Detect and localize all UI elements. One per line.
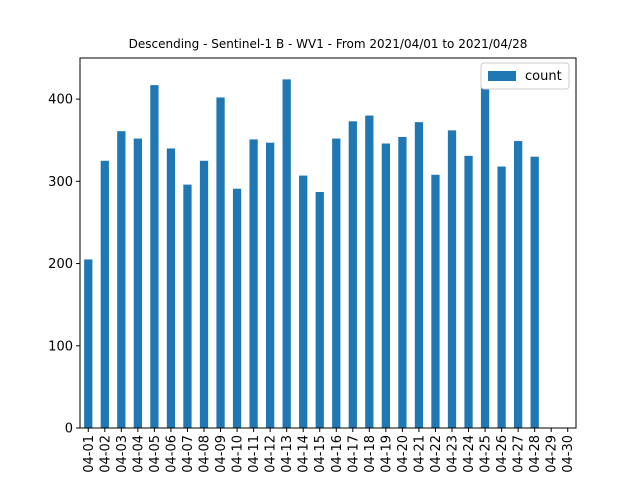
bar-04-22	[431, 174, 440, 428]
legend-swatch	[488, 71, 516, 81]
x-tick-label: 04-11	[247, 435, 262, 473]
y-tick-label: 400	[48, 93, 73, 108]
x-tick-label: 04-13	[280, 435, 295, 473]
bar-04-14	[299, 175, 308, 428]
x-tick-label: 04-25	[479, 435, 494, 473]
bar-04-23	[447, 130, 457, 429]
bar-04-08	[199, 160, 209, 428]
x-tick-label: 04-14	[297, 435, 312, 473]
y-tick-label: 200	[48, 257, 73, 272]
bar-04-10	[232, 188, 242, 428]
x-tick-label: 04-26	[495, 435, 510, 473]
x-tick-label: 04-03	[115, 435, 130, 473]
bar-04-20	[398, 136, 407, 428]
x-tick-label: 04-21	[412, 435, 427, 473]
legend-label: count	[525, 69, 562, 84]
x-tick-label: 04-28	[528, 435, 543, 473]
x-tick-label: 04-16	[330, 435, 345, 473]
x-axis-ticks: 04-01 04-02 04-03 04-04 04-05 04-06 04-07 04-08…	[82, 428, 576, 473]
x-tick-label: 04-27	[512, 435, 527, 473]
x-tick-label: 04-18	[363, 435, 378, 473]
legend: count	[480, 62, 570, 90]
y-tick-label: 300	[48, 175, 73, 190]
y-tick-label: 0	[65, 422, 73, 437]
bar-04-02	[100, 160, 109, 428]
x-tick-label: 04-12	[264, 435, 279, 473]
x-tick-label: 04-29	[545, 435, 560, 473]
x-tick-label: 04-01	[82, 435, 97, 473]
chart-title: Descending - Sentinel-1 B - WV1 - From 2…	[129, 37, 528, 51]
bar-04-09	[216, 97, 225, 428]
x-tick-label: 04-02	[98, 435, 113, 473]
x-tick-label: 04-20	[396, 435, 411, 473]
bar-04-05	[150, 85, 159, 428]
bar-04-07	[183, 184, 192, 428]
x-tick-label: 04-09	[214, 435, 229, 473]
x-tick-label: 04-24	[462, 435, 477, 473]
bar-04-21	[414, 122, 424, 428]
bar-04-28	[530, 156, 539, 429]
x-tick-label: 04-04	[131, 435, 146, 473]
x-tick-label: 04-30	[561, 435, 576, 473]
bar-04-11	[249, 139, 258, 428]
x-tick-label: 04-07	[181, 435, 196, 473]
bar-04-25	[480, 74, 490, 428]
bar-04-13	[282, 79, 291, 428]
x-tick-label: 04-15	[313, 435, 328, 473]
x-tick-label: 04-22	[429, 435, 444, 473]
y-axis-ticks: 0 100 200 300 400	[48, 93, 80, 437]
x-tick-label: 04-23	[446, 435, 461, 473]
bar-04-06	[166, 148, 176, 428]
x-tick-label: 04-05	[148, 435, 163, 473]
y-tick-label: 100	[48, 339, 73, 354]
x-tick-label: 04-19	[379, 435, 394, 473]
x-tick-label: 04-06	[164, 435, 179, 473]
bar-04-03	[117, 131, 126, 428]
axes-group	[79, 57, 577, 429]
bar-04-17	[348, 121, 357, 428]
bar-04-15	[315, 192, 324, 428]
bar-04-01	[84, 259, 93, 428]
bar-04-12	[266, 142, 275, 428]
x-tick-label: 04-08	[198, 435, 213, 473]
x-tick-label: 04-17	[346, 435, 361, 473]
bar-04-26	[497, 166, 506, 428]
bar-04-19	[381, 143, 390, 428]
bar-04-04	[133, 138, 142, 428]
bar-04-24	[464, 155, 473, 428]
plot-frame	[79, 57, 577, 429]
bar-04-16	[332, 138, 341, 428]
legend-frame	[480, 62, 570, 90]
bar-04-27	[514, 141, 523, 429]
x-tick-label: 04-10	[231, 435, 246, 473]
bar-04-18	[365, 115, 374, 428]
bars-group	[84, 74, 539, 429]
